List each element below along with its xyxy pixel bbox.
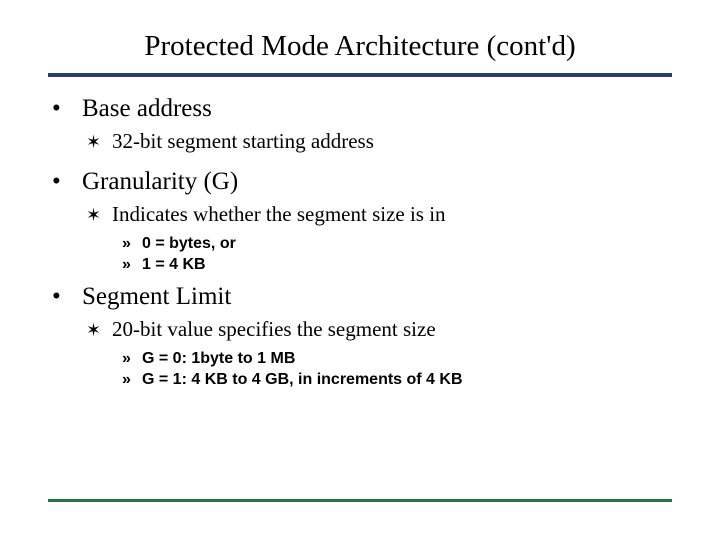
- bullet-l1: •: [52, 95, 82, 123]
- list-text: 32-bit segment starting address: [112, 129, 374, 154]
- bullet-l2: ✶: [86, 205, 112, 226]
- list-text: 0 = bytes, or: [142, 235, 236, 253]
- list-item: • Segment Limit: [52, 283, 672, 311]
- list-text: 20-bit value specifies the segment size: [112, 317, 436, 342]
- title-underline: [48, 73, 672, 77]
- list-item: » G = 1: 4 KB to 4 GB, in increments of …: [122, 371, 672, 389]
- list-text: Indicates whether the segment size is in: [112, 202, 446, 227]
- bullet-l3: »: [122, 235, 142, 253]
- list-text: 1 = 4 KB: [142, 256, 206, 274]
- bullet-l3: »: [122, 371, 142, 389]
- bullet-l3: »: [122, 350, 142, 368]
- list-item: » G = 0: 1byte to 1 MB: [122, 350, 672, 368]
- slide-title: Protected Mode Architecture (cont'd): [48, 30, 672, 63]
- bullet-l2: ✶: [86, 132, 112, 153]
- list-item: ✶ 20-bit value specifies the segment siz…: [86, 317, 672, 342]
- list-text: Segment Limit: [82, 283, 231, 311]
- list-item: ✶ 32-bit segment starting address: [86, 129, 672, 154]
- list-text: Granularity (G): [82, 168, 238, 196]
- list-item: ✶ Indicates whether the segment size is …: [86, 202, 672, 227]
- list-item: » 0 = bytes, or: [122, 235, 672, 253]
- list-item: • Granularity (G): [52, 168, 672, 196]
- bullet-l2: ✶: [86, 320, 112, 341]
- bullet-l1: •: [52, 283, 82, 311]
- bullet-l3: »: [122, 256, 142, 274]
- list-item: » 1 = 4 KB: [122, 256, 672, 274]
- slide-content: • Base address ✶ 32-bit segment starting…: [48, 95, 672, 389]
- list-text: Base address: [82, 95, 212, 123]
- list-text: G = 1: 4 KB to 4 GB, in increments of 4 …: [142, 371, 463, 389]
- bullet-l1: •: [52, 168, 82, 196]
- footer-rule: [48, 499, 672, 502]
- list-item: • Base address: [52, 95, 672, 123]
- list-text: G = 0: 1byte to 1 MB: [142, 350, 295, 368]
- slide: Protected Mode Architecture (cont'd) • B…: [0, 0, 720, 540]
